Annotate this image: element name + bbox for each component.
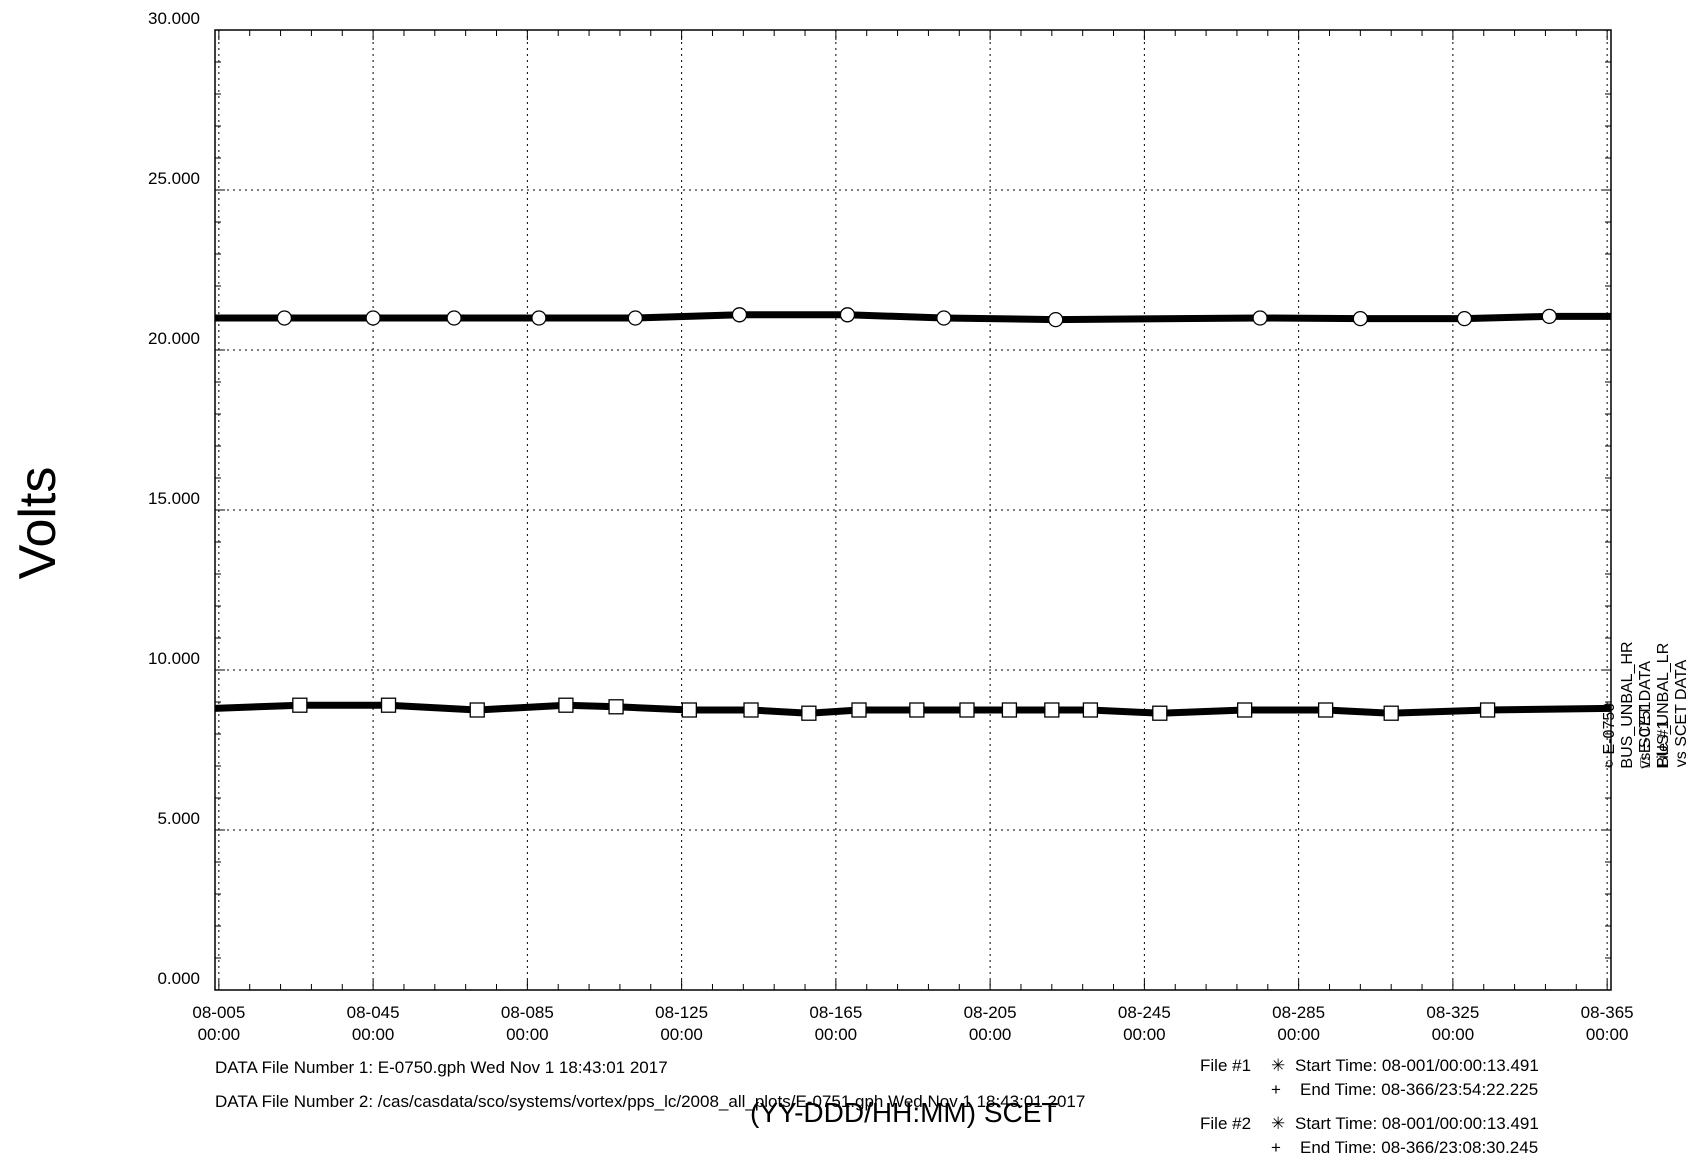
circle-marker-icon: ○ bbox=[1601, 758, 1618, 769]
series-1-circle-point bbox=[627, 310, 643, 326]
square-marker-icon: □ bbox=[1637, 757, 1654, 768]
series-2-square-point bbox=[743, 702, 759, 718]
x-tick-label: 00:00 bbox=[1277, 1025, 1320, 1044]
series-2-square-point bbox=[1001, 702, 1018, 718]
file-2-end-time: End Time: 08-366/23:08:30.245 bbox=[1300, 1138, 1539, 1157]
y-tick-label: 30.000 bbox=[148, 9, 200, 28]
series-2-square-point bbox=[851, 702, 867, 718]
series-1-circle-point bbox=[731, 307, 748, 323]
x-tick-label: 00:00 bbox=[198, 1025, 241, 1044]
axis-ticks bbox=[215, 29, 1611, 991]
x-tick-label: 08-165 bbox=[809, 1003, 862, 1022]
x-tick-label: 08-365 bbox=[1581, 1003, 1634, 1022]
y-tick-label: 5.000 bbox=[157, 809, 200, 828]
series-1-circle-point bbox=[1048, 311, 1064, 328]
data-series bbox=[214, 307, 1612, 721]
file-1-label: File #1 bbox=[1200, 1056, 1252, 1075]
y-tick-label: 25.000 bbox=[148, 169, 200, 188]
x-tick-label: 08-285 bbox=[1272, 1003, 1325, 1022]
series-2-square-point bbox=[681, 702, 697, 718]
plot-frame bbox=[214, 29, 1612, 991]
x-axis-label: (YY-DDD/HH:MM) SCET bbox=[750, 1097, 1059, 1128]
file-1-start-time: Start Time: 08-001/00:00:13.491 bbox=[1295, 1056, 1539, 1075]
series-2-square-point bbox=[1082, 702, 1099, 718]
x-tick-label: 00:00 bbox=[660, 1025, 703, 1044]
legend-series-2-label: E-0751 BUS_UNBAL_LR vs SCET DATA File #2 bbox=[1637, 642, 1687, 768]
end-plus-icon: + bbox=[1271, 1080, 1281, 1099]
x-tick-labels: 08-005 00:00 08-045 00:00 08-085 00:00 08-125 0… bbox=[192, 1003, 1633, 1044]
y-tick-label: 15.000 bbox=[148, 489, 200, 508]
legend-series-2: □ E-0751 BUS_UNBAL_LR vs SCET DATA File … bbox=[1637, 643, 1687, 768]
x-tick-label: 08-045 bbox=[347, 1003, 400, 1022]
x-tick-label: 00:00 bbox=[1586, 1025, 1629, 1044]
series-2-square-point bbox=[380, 697, 397, 713]
x-tick-label: 00:00 bbox=[1432, 1025, 1475, 1044]
series-2-square-point bbox=[959, 702, 975, 718]
series-2-square-point bbox=[801, 705, 817, 721]
series-2-square-point bbox=[1317, 702, 1334, 718]
y-tick-label: 20.000 bbox=[148, 329, 200, 348]
x-tick-label: 00:00 bbox=[969, 1025, 1012, 1044]
file-2-label: File #2 bbox=[1200, 1114, 1252, 1133]
series-2-square-point bbox=[469, 702, 485, 718]
series-1-circle-point bbox=[1352, 310, 1368, 327]
x-tick-label: 08-005 bbox=[192, 1003, 245, 1022]
x-tick-label: 08-085 bbox=[501, 1003, 554, 1022]
file-1-end-time: End Time: 08-366/23:54:22.225 bbox=[1300, 1080, 1539, 1099]
series-2-square-point bbox=[292, 697, 308, 713]
grid-lines bbox=[215, 30, 1611, 990]
data-file-2-info: DATA File Number 2: /cas/casdata/sco/sys… bbox=[215, 1092, 1086, 1111]
y-tick-labels: 0.000 5.000 10.000 15.000 20.000 25.000 30.000 bbox=[148, 9, 200, 988]
series-2-square-point bbox=[1152, 705, 1168, 721]
series-2-square-point bbox=[1479, 702, 1496, 718]
series-1-circle-point bbox=[365, 310, 381, 326]
x-tick-label: 08-325 bbox=[1426, 1003, 1479, 1022]
x-tick-label: 00:00 bbox=[1123, 1025, 1166, 1044]
series-1-line bbox=[215, 311, 1611, 324]
x-tick-label: 00:00 bbox=[815, 1025, 858, 1044]
series-1-circle-point bbox=[839, 307, 856, 323]
start-star-icon: ✳ bbox=[1271, 1114, 1286, 1133]
series-2-square-point bbox=[1236, 702, 1253, 718]
series-1-circle-point bbox=[276, 310, 293, 326]
series-1-circle-point bbox=[936, 310, 952, 326]
x-tick-label: 08-125 bbox=[655, 1003, 708, 1022]
series-2-square-point bbox=[1044, 702, 1060, 718]
series-1-circle-point bbox=[1252, 310, 1268, 326]
x-tick-label: 00:00 bbox=[352, 1025, 395, 1044]
file-2-start-time: Start Time: 08-001/00:00:13.491 bbox=[1295, 1114, 1539, 1133]
x-tick-label: 08-205 bbox=[964, 1003, 1017, 1022]
series-2-square-point bbox=[608, 699, 624, 715]
y-axis-label: Volts bbox=[9, 466, 67, 580]
x-tick-label: 00:00 bbox=[506, 1025, 549, 1044]
y-tick-label: 10.000 bbox=[148, 649, 200, 668]
series-1-circle-point bbox=[1456, 310, 1473, 327]
series-1-circle-point bbox=[446, 310, 462, 326]
series-2-square-point bbox=[1383, 705, 1399, 721]
start-star-icon: ✳ bbox=[1271, 1056, 1286, 1075]
data-file-1-info: DATA File Number 1: E-0750.gph Wed Nov 1… bbox=[215, 1058, 668, 1077]
series-1-circle-point bbox=[531, 310, 547, 326]
series-1-circle-point bbox=[1541, 308, 1557, 325]
y-tick-label: 0.000 bbox=[157, 969, 200, 988]
end-plus-icon: + bbox=[1271, 1138, 1281, 1157]
series-2-square-point bbox=[909, 702, 925, 718]
x-tick-label: 08-245 bbox=[1118, 1003, 1171, 1022]
series-2-square-point bbox=[558, 697, 574, 713]
